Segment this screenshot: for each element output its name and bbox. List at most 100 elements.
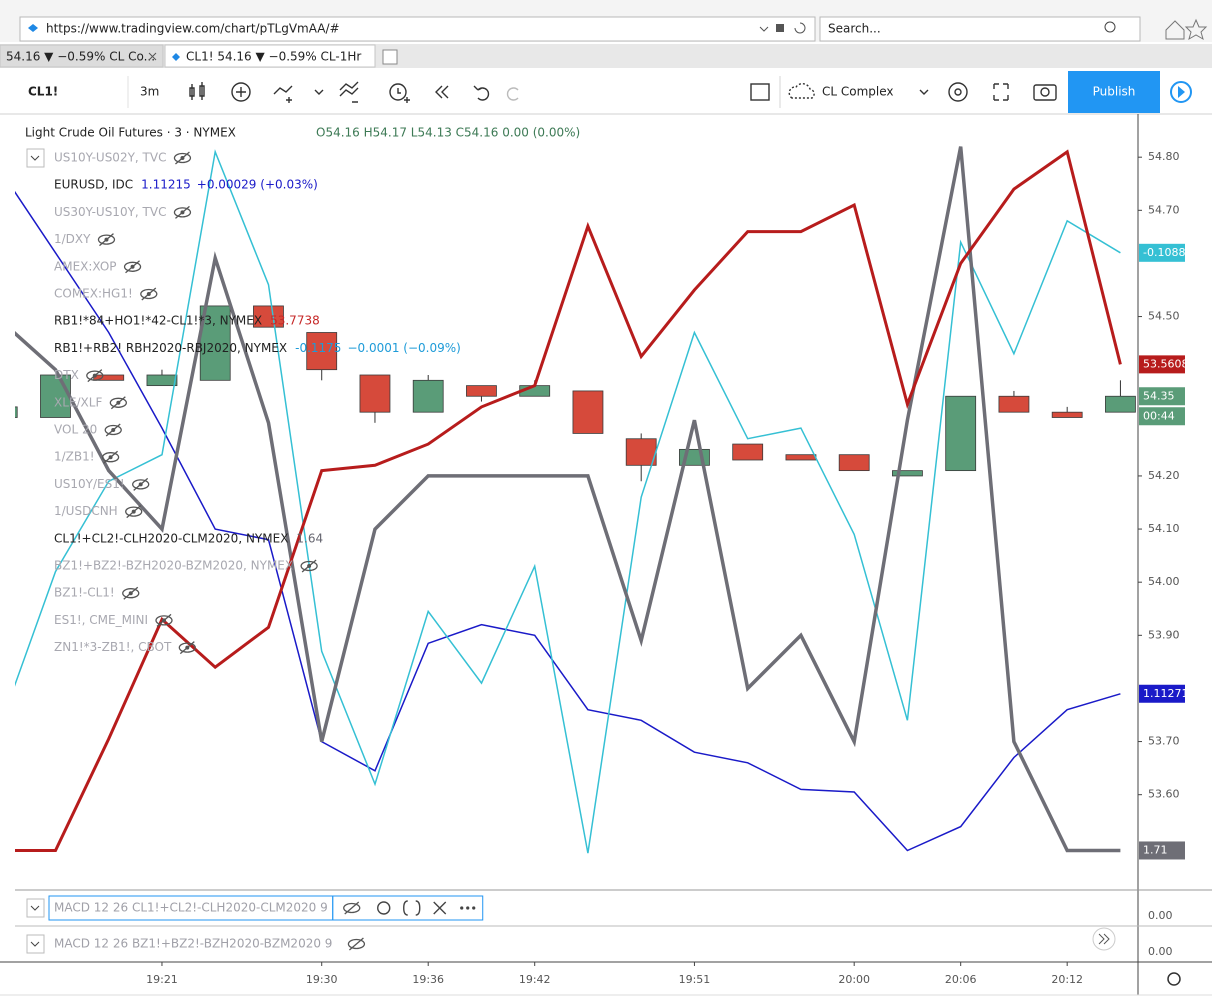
hidden-eye-icon[interactable]: [140, 287, 158, 301]
hidden-eye-icon[interactable]: [178, 641, 196, 655]
legend-name[interactable]: DTX: [54, 368, 79, 382]
axes: 54.80 54.70 54.50 54.20 54.10 54.00 53.90 53.70…: [146, 150, 1179, 986]
pane-collapse-icon: [30, 905, 40, 911]
legend-name[interactable]: CL1!+CL2!-CLH2020-CLM2020, NYMEX: [54, 531, 288, 545]
layout-dropdown[interactable]: [919, 89, 929, 95]
legend-name[interactable]: VOL 20: [54, 423, 97, 437]
legend-value: -0.1175: [295, 341, 341, 355]
legend-name[interactable]: BZ1!-CL1!: [54, 586, 115, 600]
candle-body: [93, 374, 125, 381]
search-box[interactable]: [819, 16, 1141, 42]
rectangle-tool[interactable]: [750, 83, 770, 101]
hidden-eye-icon[interactable]: [86, 369, 104, 383]
legend-name[interactable]: US30Y-US10Y, TVC: [54, 205, 166, 219]
address-box[interactable]: [19, 16, 816, 42]
legend-name[interactable]: 1/DXY: [54, 232, 91, 246]
eye: [300, 560, 318, 572]
candle-body: [466, 385, 497, 397]
remove-icon[interactable]: [433, 901, 447, 915]
legend-name[interactable]: ZN1!*3-ZB1!, CBOT: [54, 640, 172, 654]
more-dot[interactable]: [466, 906, 470, 910]
favorite-icon[interactable]: [1184, 18, 1208, 41]
legend-name[interactable]: BZ1!+BZ2!-BZH2020-BZM2020, NYMEX: [54, 559, 293, 573]
tab[interactable]: [0, 44, 164, 68]
eye-slash: [126, 505, 142, 519]
new-tab[interactable]: [382, 49, 398, 65]
legend-name[interactable]: 1/USDCNH: [54, 504, 118, 518]
candle-body: [1105, 395, 1136, 413]
collapse-button[interactable]: [26, 148, 45, 168]
pane-actions[interactable]: [332, 895, 484, 921]
hidden-eye-icon[interactable]: [300, 559, 318, 573]
source-icon[interactable]: [403, 900, 421, 916]
more-dot[interactable]: [472, 906, 476, 910]
hidden-eye-icon[interactable]: [155, 613, 173, 627]
candle-body: [253, 305, 284, 328]
legend-name[interactable]: US10Y/ES1!: [54, 477, 125, 491]
legend-name[interactable]: XLE/XLF: [54, 395, 102, 409]
candle-body: [945, 395, 977, 472]
play-button[interactable]: [1170, 81, 1192, 103]
eye-slash: [175, 151, 190, 165]
eye: [178, 642, 196, 653]
pane-collapse[interactable]: [26, 898, 45, 918]
more-dot[interactable]: [460, 906, 464, 910]
legend-name[interactable]: COMEX:HG1!: [54, 287, 133, 301]
compare-icon[interactable]: [231, 82, 251, 102]
eye: [140, 288, 158, 300]
tab-icon: [172, 53, 180, 61]
cloud-icon[interactable]: [788, 83, 815, 99]
legend-name[interactable]: RB1!+RB2! RBH2020-RBJ2020, NYMEX: [54, 341, 287, 355]
dropdown-icon[interactable]: [759, 26, 769, 32]
hidden-eye-icon[interactable]: [97, 233, 116, 247]
tab-active[interactable]: [164, 44, 376, 68]
legend-name[interactable]: AMEX:XOP: [54, 259, 117, 273]
pane-collapse[interactable]: [26, 934, 45, 954]
settings-icon[interactable]: [948, 82, 968, 102]
axis-settings-icon[interactable]: [1167, 972, 1181, 986]
interval[interactable]: 3m: [140, 85, 159, 99]
indicators-icon[interactable]: [273, 85, 293, 103]
settings-icon[interactable]: [377, 901, 391, 915]
snapshot-icon[interactable]: [1033, 84, 1057, 101]
hidden-eye-icon[interactable]: [104, 423, 122, 437]
tab-close[interactable]: [148, 52, 157, 61]
hidden-eye-icon[interactable]: [109, 396, 127, 410]
undo-icon[interactable]: [473, 85, 490, 101]
publish-button[interactable]: [1068, 71, 1160, 113]
redo-icon[interactable]: [506, 87, 519, 101]
legend-name[interactable]: 1/ZB1!: [54, 450, 95, 464]
hidden-eye-icon[interactable]: [125, 505, 143, 519]
alert-icon[interactable]: [389, 83, 407, 101]
search-placeholder: Search...: [828, 22, 881, 36]
eye: [97, 234, 116, 245]
chart-type-icon[interactable]: [189, 82, 205, 100]
home-icon[interactable]: [1165, 20, 1185, 40]
symbol[interactable]: CL1!: [28, 85, 58, 99]
pane-label: MACD 12 26 BZ1!+BZ2!-BZH2020-BZM2020 9: [54, 937, 332, 951]
hidden-eye-icon[interactable]: [173, 151, 192, 165]
replay-icon[interactable]: [435, 85, 449, 99]
hidden-eye-icon[interactable]: [122, 586, 140, 600]
fullscreen-icon[interactable]: [993, 83, 1009, 101]
overlay: US10Y-US02Y, TVC EURUSD, IDC 1.11215 +0.000…: [26, 148, 1189, 958]
legend-name[interactable]: ES1!, CME_MINI: [54, 613, 148, 627]
legend-name[interactable]: EURUSD, IDC: [54, 178, 133, 192]
dropdown-icon[interactable]: [314, 89, 324, 95]
hidden-eye-icon[interactable]: [101, 450, 120, 464]
candle-body: [359, 374, 391, 413]
y-tick-label: 54.50: [1148, 310, 1180, 323]
eye[interactable]: [343, 902, 361, 914]
refresh-icon[interactable]: [794, 22, 806, 34]
templates-icon[interactable]: [339, 81, 359, 103]
layout-name[interactable]: CL Complex: [822, 85, 894, 99]
hidden-eye-icon[interactable]: [173, 205, 192, 219]
search-icon[interactable]: [1104, 21, 1116, 33]
hidden-eye-icon[interactable]: [123, 260, 142, 274]
eye[interactable]: [347, 938, 366, 950]
legend-name[interactable]: RB1!*84+HO1!*42-CL1!*3, NYMEX: [54, 314, 262, 328]
candle-body: [40, 374, 71, 418]
hidden-eye-icon[interactable]: [132, 477, 150, 491]
legend-name[interactable]: US10Y-US02Y, TVC: [54, 151, 166, 165]
